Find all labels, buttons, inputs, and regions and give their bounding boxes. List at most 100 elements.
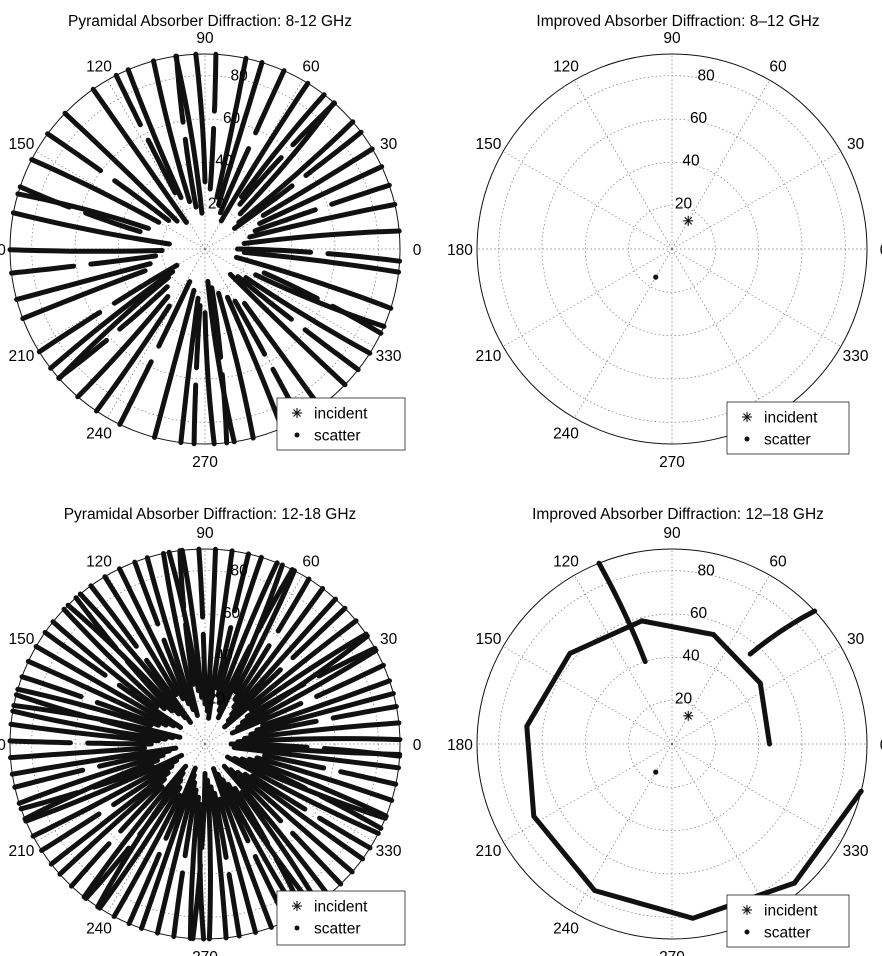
angle-tick-label: 330 [843,843,869,860]
legend-box [276,890,406,946]
radial-tick-label: 20 [208,195,226,212]
angular-grid-line [502,151,673,250]
polar-panel-2: Improved Absorber Diffraction: 8–12 GHz 2… [447,13,882,471]
panel-title: Improved Absorber Diffraction: 12–18 GHz [532,506,824,523]
angle-tick-label: 150 [475,631,501,648]
angle-tick-label: 330 [376,348,402,365]
scatter-streak [57,776,167,877]
scatter-streak [182,787,199,859]
scatter-streak [275,576,312,634]
scatter-streak [177,548,187,610]
scatter-streak [61,606,167,712]
scatter-streak [208,784,229,941]
radial-tick-label: 60 [690,110,708,127]
legend-scatter-marker [744,929,750,935]
outer-ring [476,548,868,940]
radial-tick-label: 40 [215,153,233,170]
legend-entry-label: incident [764,410,818,427]
scatter-streak [216,643,253,713]
scatter-streak [235,246,314,255]
scatter-streak [81,763,189,900]
radial-grid-circle [584,656,760,832]
scatter-streak [252,207,318,234]
scatter-streak [50,619,159,710]
radial-grid-circle [74,613,336,875]
scatter-streak [125,67,184,201]
scatter-streak [124,658,175,714]
scatter-series [653,274,659,280]
radial-grid-circle [541,118,803,380]
angle-tick-label: 240 [553,921,579,938]
scatter-streak [214,55,249,200]
scatter-streak [242,771,366,862]
scatter-streak [161,551,200,718]
scatter-streak [212,790,229,860]
angular-grid-line [502,743,673,842]
radial-tick-label: 60 [223,110,241,127]
angle-tick-label: 270 [192,454,218,471]
angular-grid-line [671,743,842,842]
angular-grid-line [671,743,770,914]
angle-tick-label: 210 [475,348,501,365]
scatter-streak [126,851,162,927]
angle-tick-label: 150 [8,631,34,648]
scatter-streak [99,718,176,741]
scatter-streak [97,785,183,911]
scatter-streak [207,125,217,192]
radial-grid-circle [584,161,760,337]
radial-grid-circle [541,613,803,875]
scatter-streak [42,629,108,678]
polar-panel-1: Pyramidal Absorber Diffraction: 8-12 GHz… [0,13,422,471]
angle-tick-label: 180 [0,737,6,754]
scatter-streak [231,586,326,710]
scatter-streak [216,290,256,441]
scatter-streak [232,786,270,846]
scatter-streak [7,738,73,746]
scatter-streak [75,294,171,400]
legend-scatter-marker [294,432,300,438]
scatter-streak [8,721,161,744]
scatter-streak [202,310,217,447]
angle-tick-label: 120 [553,58,579,75]
legend-entry-label: incident [764,903,818,920]
scatter-streak [111,763,175,808]
scatter-streak [206,548,235,721]
angular-grid-line [107,79,206,250]
legend-scatter-marker [744,436,750,442]
scatter-streak [182,136,199,210]
scatter-streak [237,155,284,207]
angular-grid-line [107,248,206,419]
angle-tick-label: 330 [376,843,402,860]
legend-entry-label: scatter [314,921,361,938]
angle-tick-label: 90 [663,525,681,542]
angular-grid-line [671,151,842,250]
scatter-streak [69,841,112,889]
scatter-streak [111,262,180,306]
scatter-streak [215,562,285,721]
legend-box [276,397,406,451]
angle-tick-label: 30 [847,631,865,648]
scatter-streak [235,647,379,731]
angular-grid-line [574,79,673,250]
angle-tick-label: 90 [196,30,214,47]
scatter-streak [9,263,77,276]
radial-grid-circle [628,700,716,788]
scatter-streak [19,674,84,700]
scatter-series [7,51,403,447]
scatter-streak [97,748,172,769]
scatter-streak [215,554,264,698]
scatter-streak [29,157,162,225]
scatter-streak [235,274,294,322]
scatter-streak [225,294,285,431]
scatter-streak [118,784,165,834]
scatter-streak [16,752,166,806]
incident-point [683,215,694,226]
legend-entry-label: scatter [764,925,811,942]
scatter-streak [260,146,375,218]
scatter-streak [14,261,153,302]
legend-entry-label: incident [314,899,368,916]
scatter-streak [173,53,205,216]
legend: incident scatter [276,397,406,451]
angle-tick-label: 30 [847,136,865,153]
scatter-streak [216,60,265,208]
